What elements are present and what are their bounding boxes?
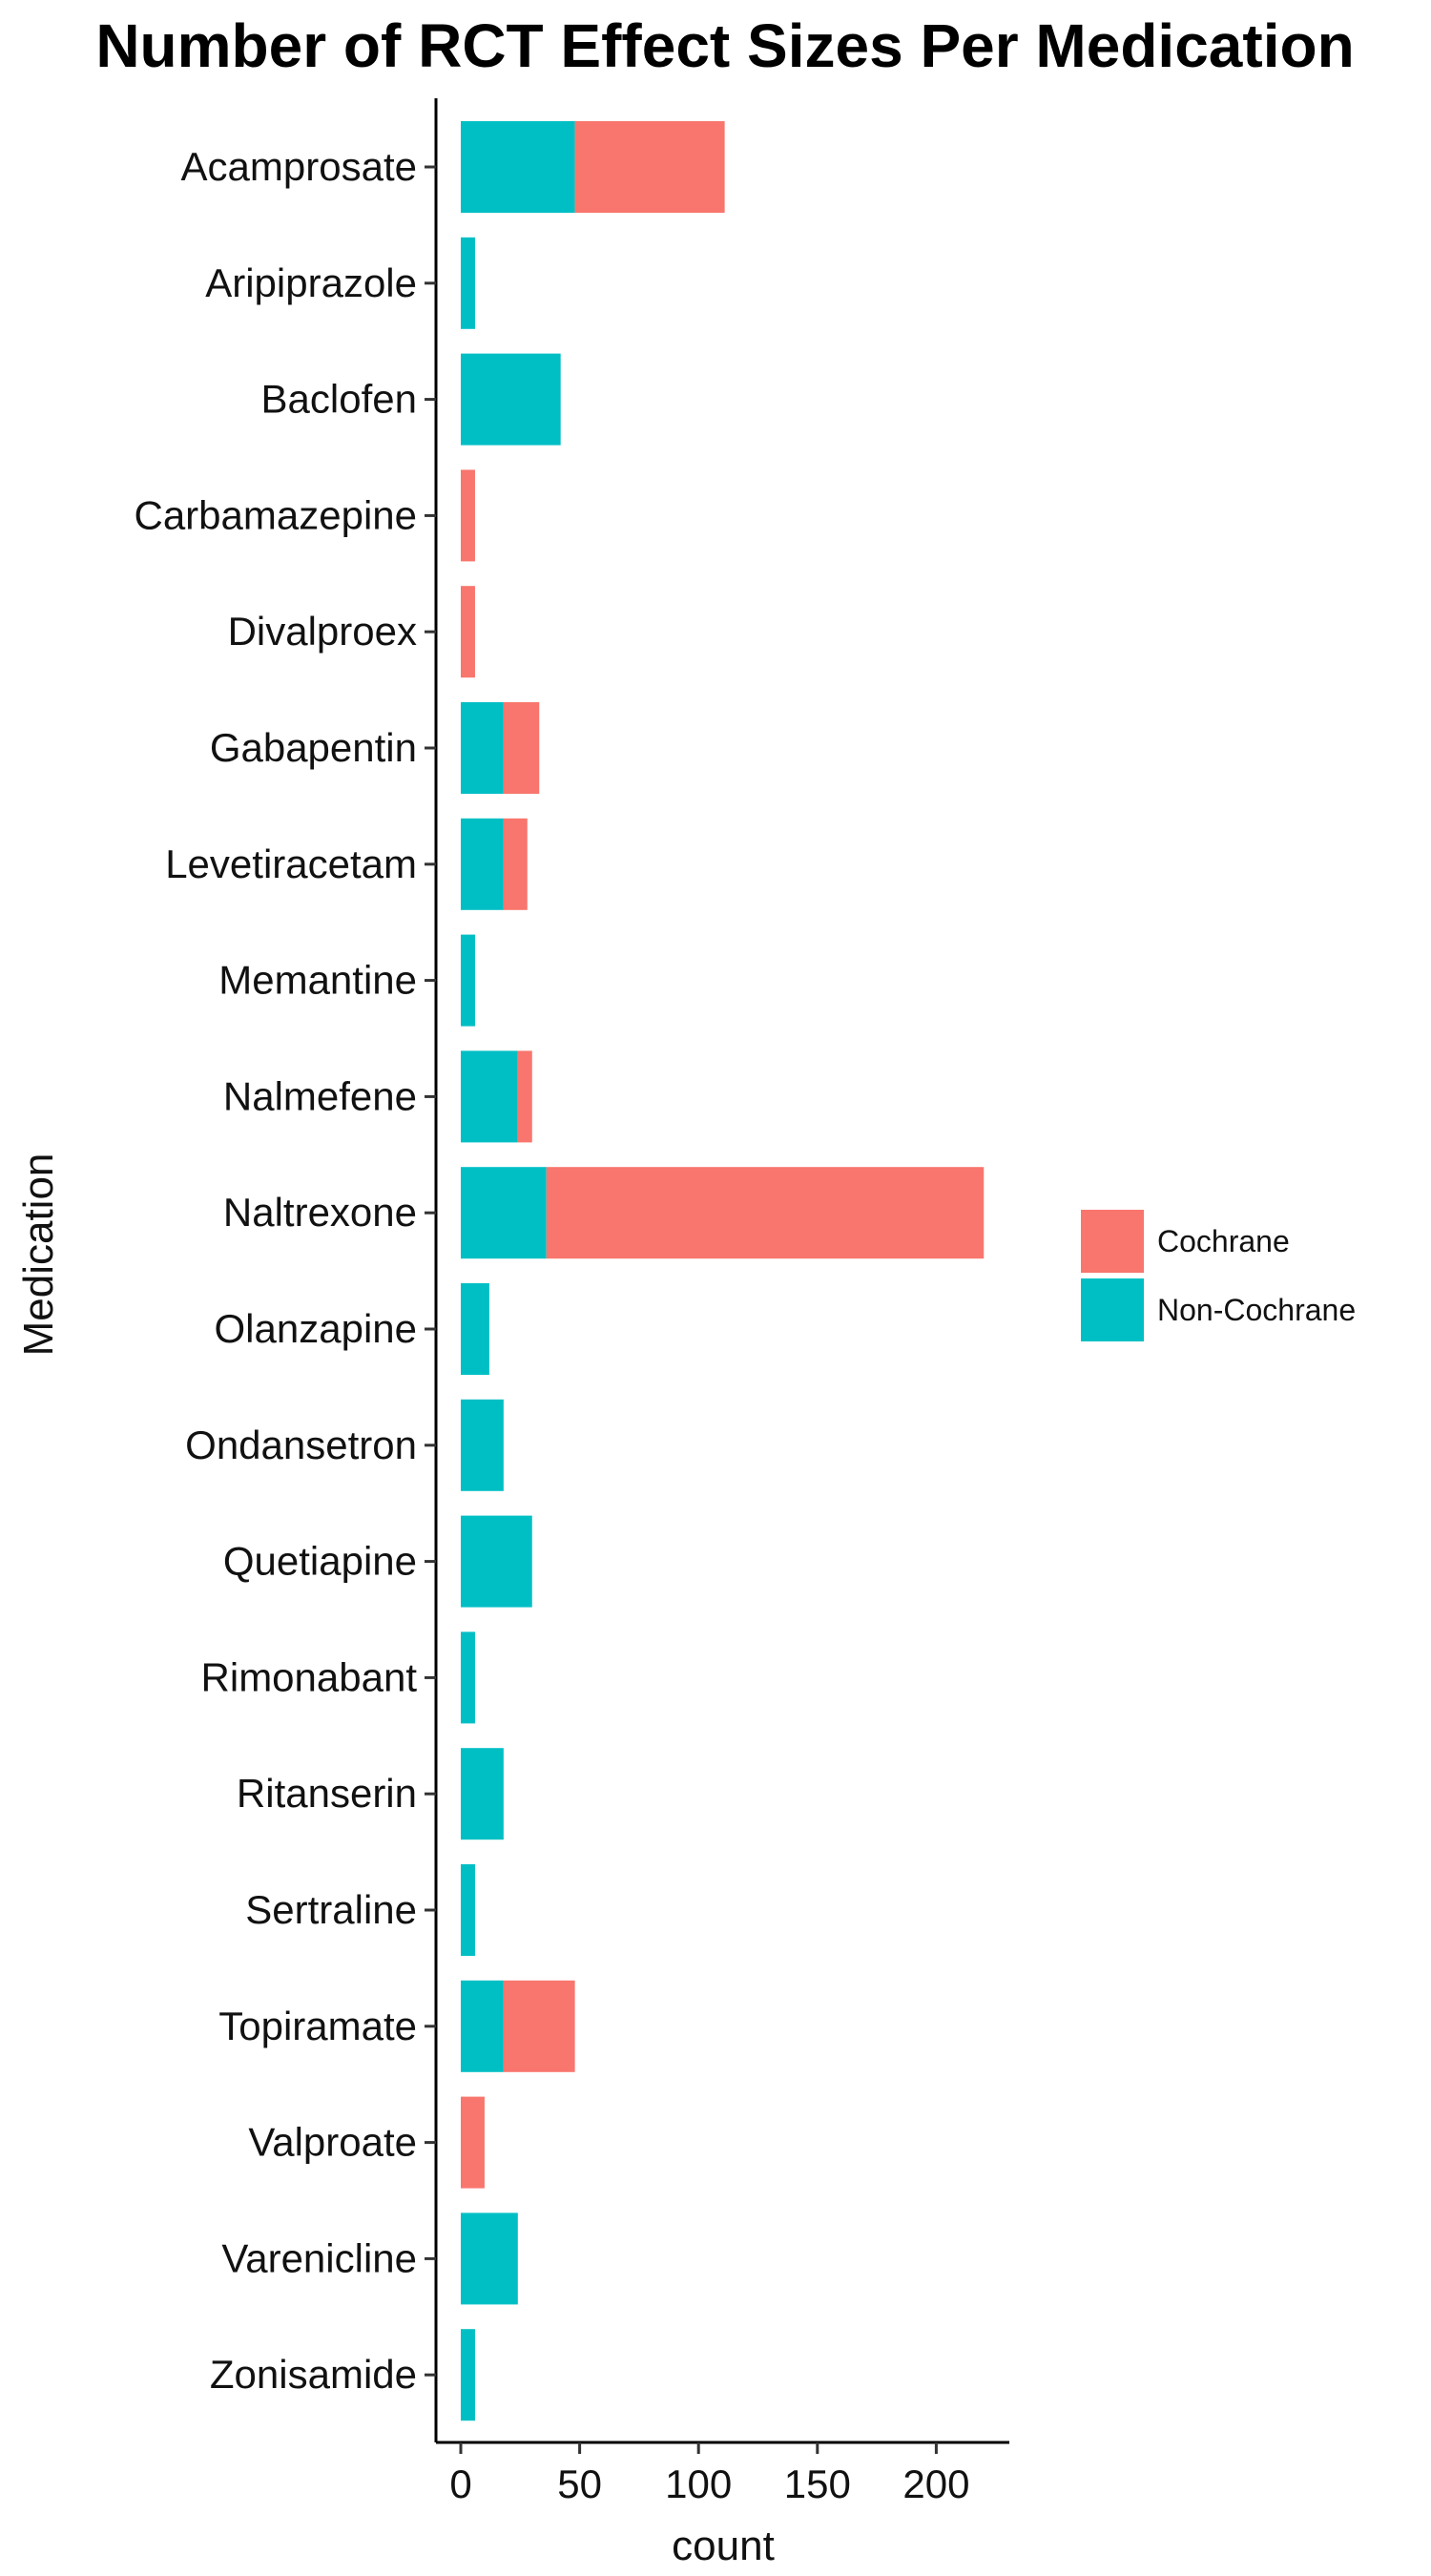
legend-label-non-cochrane: Non-Cochrane (1157, 1293, 1356, 1327)
bar-levetiracetam-cochrane (503, 818, 528, 910)
bar-sertraline-non-cochrane (461, 1864, 475, 1956)
legend-key-cochrane (1081, 1210, 1144, 1273)
category-label-varenicline: Varenicline (221, 2235, 417, 2280)
bar-ondansetron-non-cochrane (461, 1399, 504, 1491)
bar-levetiracetam-non-cochrane (461, 818, 504, 910)
category-label-ondansetron: Ondansetron (185, 1423, 417, 1467)
bar-zonisamide-non-cochrane (461, 2329, 475, 2421)
x-tick-label-150: 150 (784, 2462, 851, 2506)
bar-acamprosate-non-cochrane (461, 121, 575, 213)
x-tick-label-50: 50 (557, 2462, 602, 2506)
bar-baclofen-non-cochrane (461, 353, 561, 446)
bar-nalmefene-non-cochrane (461, 1050, 518, 1143)
category-label-memantine: Memantine (218, 958, 417, 1003)
bar-nalmefene-cochrane (517, 1050, 532, 1143)
bar-topiramate-cochrane (503, 1980, 575, 2072)
bar-carbamazepine-cochrane (461, 469, 475, 562)
chart-title: Number of RCT Effect Sizes Per Medicatio… (95, 11, 1354, 80)
bar-naltrexone-non-cochrane (461, 1167, 547, 1259)
category-label-naltrexone: Naltrexone (223, 1190, 417, 1235)
category-label-ritanserin: Ritanserin (237, 1771, 417, 1816)
category-label-divalproex: Divalproex (228, 609, 417, 654)
category-label-quetiapine: Quetiapine (223, 1539, 417, 1584)
bars-group (461, 121, 985, 2421)
x-ticks-group: 0 50 100 150 200 (449, 2442, 969, 2506)
category-label-levetiracetam: Levetiracetam (165, 841, 417, 886)
bar-rimonabant-non-cochrane (461, 1631, 475, 1724)
category-label-valproate: Valproate (248, 2120, 417, 2165)
category-label-rimonabant: Rimonabant (201, 1654, 418, 1699)
category-label-gabapentin: Gabapentin (210, 725, 417, 770)
bar-naltrexone-cochrane (546, 1167, 985, 1259)
legend-key-non-cochrane (1081, 1278, 1144, 1341)
bar-gabapentin-non-cochrane (461, 702, 504, 794)
y-axis-title: Medication (15, 1153, 62, 1357)
category-label-zonisamide: Zonisamide (210, 2352, 417, 2397)
legend-label-cochrane: Cochrane (1157, 1224, 1290, 1258)
category-label-carbamazepine: Carbamazepine (134, 492, 417, 537)
bar-quetiapine-non-cochrane (461, 1515, 532, 1608)
category-labels-group: Acamprosate Aripiprazole Baclofen Carbamaze… (134, 144, 436, 2397)
category-label-nalmefene: Nalmefene (223, 1073, 417, 1118)
category-label-acamprosate: Acamprosate (181, 144, 417, 189)
bar-ritanserin-non-cochrane (461, 1748, 504, 1840)
category-label-sertraline: Sertraline (245, 1887, 417, 1932)
bar-varenicline-non-cochrane (461, 2212, 518, 2305)
bar-acamprosate-cochrane (574, 121, 725, 213)
x-axis-title: count (672, 2523, 775, 2569)
x-tick-label-0: 0 (449, 2462, 471, 2506)
bar-topiramate-non-cochrane (461, 1980, 504, 2072)
bar-olanzapine-non-cochrane (461, 1283, 489, 1375)
bar-memantine-non-cochrane (461, 934, 475, 1027)
category-label-olanzapine: Olanzapine (215, 1306, 417, 1351)
category-label-topiramate: Topiramate (218, 2004, 417, 2048)
x-tick-label-100: 100 (665, 2462, 732, 2506)
bar-aripiprazole-non-cochrane (461, 237, 475, 329)
bar-gabapentin-cochrane (503, 702, 540, 794)
legend: Cochrane Non-Cochrane (1081, 1210, 1356, 1341)
bar-divalproex-cochrane (461, 586, 475, 678)
x-tick-label-200: 200 (902, 2462, 969, 2506)
bar-valproate-cochrane (461, 2096, 485, 2189)
category-label-aripiprazole: Aripiprazole (205, 260, 417, 305)
category-label-baclofen: Baclofen (261, 377, 417, 422)
